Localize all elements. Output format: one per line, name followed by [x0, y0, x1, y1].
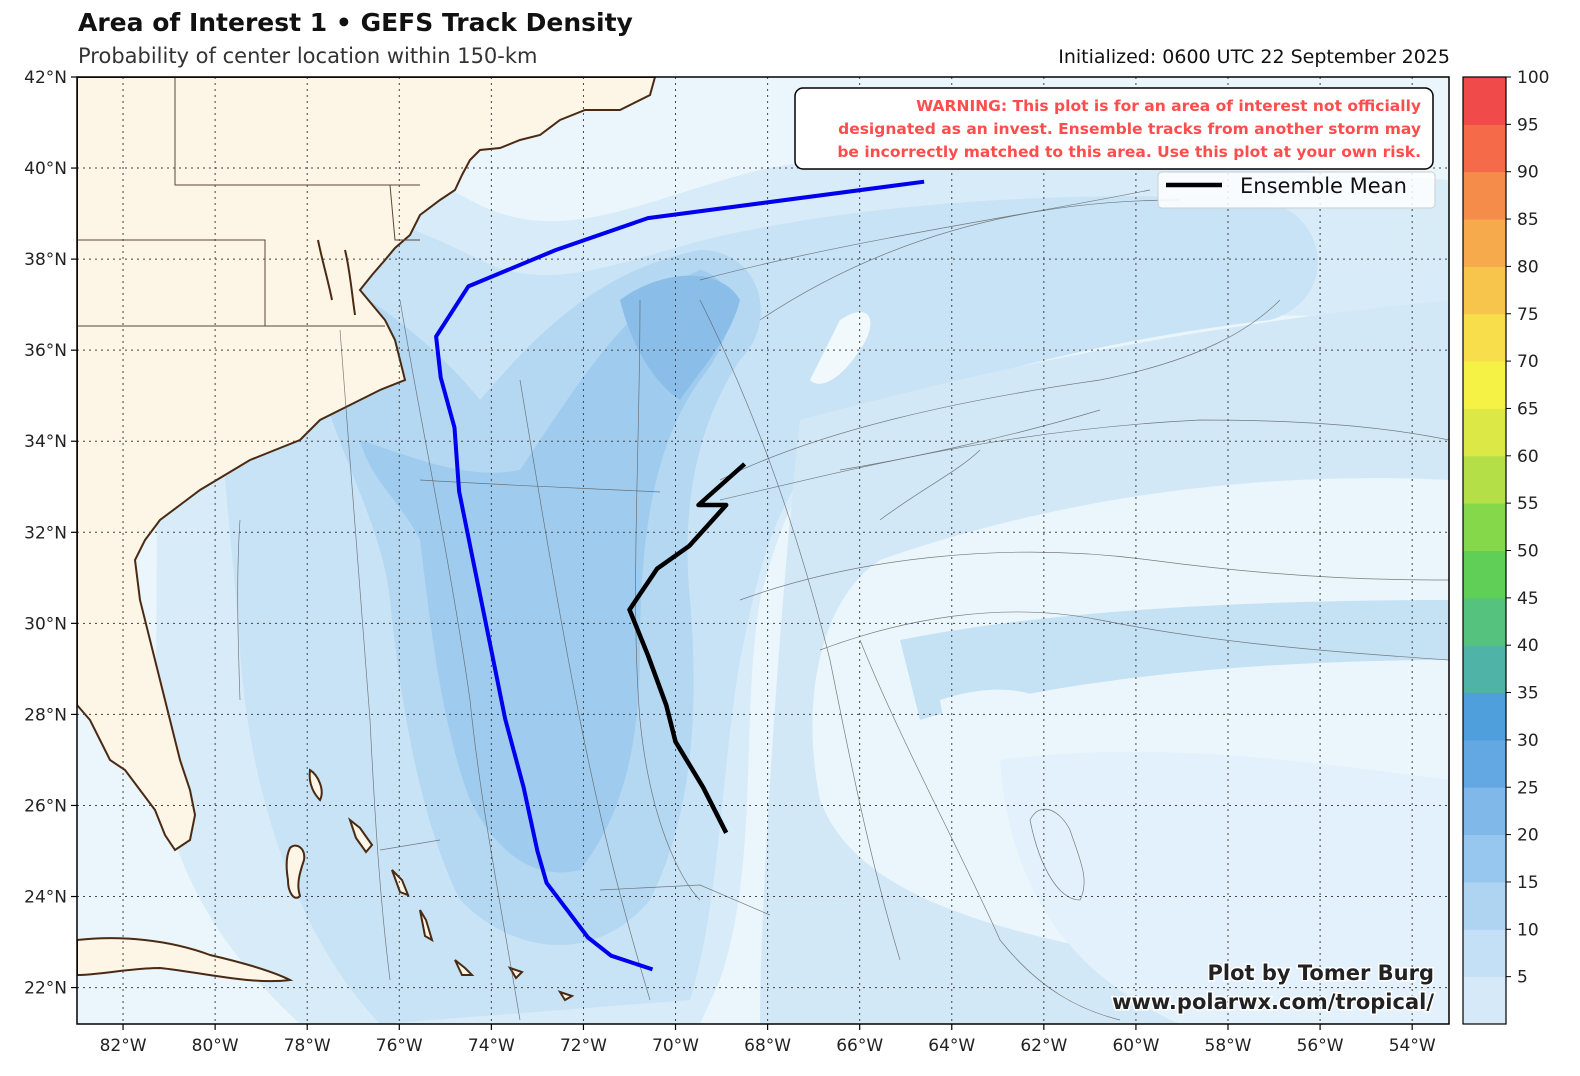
colorbar-segment — [1463, 929, 1506, 978]
ensemble-mean-track — [627, 462, 747, 834]
lon-tick-label: 76°W — [376, 1036, 423, 1056]
colorbar-segment — [1463, 881, 1506, 930]
colorbar-segment — [1463, 976, 1506, 1025]
colorbar-segment — [1463, 503, 1506, 551]
credit-author: Plot by Tomer Burg — [1208, 961, 1435, 985]
colorbar-segment — [1463, 124, 1506, 173]
colorbar-segment — [1463, 361, 1506, 409]
colorbar-tick-label: 5 — [1517, 968, 1528, 988]
colorbar-tick-label: 25 — [1517, 778, 1539, 798]
colorbar-tick-label: 20 — [1517, 826, 1539, 846]
lon-tick-label: 68°W — [744, 1036, 791, 1056]
colorbar-segment — [1463, 455, 1506, 504]
colorbar-segment — [1463, 645, 1506, 694]
colorbar-tick-label: 55 — [1517, 494, 1539, 514]
colorbar-segment — [1463, 787, 1506, 836]
lat-tick-label: 34°N — [24, 432, 67, 452]
map-frame — [76, 76, 1450, 1025]
colorbar-tick-label: 10 — [1517, 920, 1539, 940]
colorbar-segment — [1463, 408, 1506, 457]
longitude-axis: 82°W 80°W 78°W 76°W 74°W 72°W 70°W 68°W 66°W 64°W… — [100, 1024, 1436, 1056]
colorbar-segment — [1463, 77, 1506, 125]
lon-tick-label: 70°W — [652, 1036, 699, 1056]
colorbar-tick-label: 35 — [1517, 684, 1539, 704]
land-masses — [77, 77, 657, 1002]
colorbar-tick-label: 80 — [1517, 257, 1539, 277]
warning-line-2: designated as an invest. Ensemble tracks… — [838, 120, 1421, 138]
lon-tick-label: 56°W — [1297, 1036, 1344, 1056]
lon-tick-label: 58°W — [1205, 1036, 1252, 1056]
lat-tick-label: 28°N — [24, 705, 67, 725]
lat-tick-label: 32°N — [24, 523, 67, 543]
warning-line-3: be incorrectly matched to this area. Use… — [837, 143, 1421, 161]
colorbar-tick-label: 90 — [1517, 163, 1539, 183]
colorbar-tick-label: 85 — [1517, 210, 1539, 230]
lon-tick-label: 74°W — [468, 1036, 515, 1056]
colorbar-segment — [1463, 739, 1506, 788]
colorbar-tick-label: 15 — [1517, 873, 1539, 893]
lat-tick-label: 22°N — [24, 979, 67, 999]
track-density-shading — [154, 151, 1449, 1024]
lon-tick-label: 72°W — [560, 1036, 607, 1056]
lat-tick-label: 36°N — [24, 341, 67, 361]
colorbar-segment — [1463, 692, 1506, 741]
credit-url: www.polarwx.com/tropical/ — [1112, 990, 1434, 1014]
highlighted-member-track — [434, 179, 925, 972]
colorbar-segment — [1463, 219, 1506, 267]
colorbar-segment — [1463, 597, 1506, 646]
lat-tick-label: 30°N — [24, 614, 67, 634]
lon-tick-label: 54°W — [1389, 1036, 1436, 1056]
lon-tick-label: 64°W — [928, 1036, 975, 1056]
colorbar-tick-label: 30 — [1517, 731, 1539, 751]
lon-tick-label: 78°W — [284, 1036, 331, 1056]
initialized-time: Initialized: 0600 UTC 22 September 2025 — [1058, 46, 1450, 68]
colorbar: 5 10 15 20 25 30 35 40 45 50 55 60 65 70 75 80 85 90 95 100 — [1462, 68, 1549, 1025]
lon-tick-label: 62°W — [1020, 1036, 1067, 1056]
colorbar-tick-label: 65 — [1517, 399, 1539, 419]
colorbar-tick-label: 70 — [1517, 352, 1539, 372]
lon-tick-label: 82°W — [100, 1036, 147, 1056]
colorbar-segment — [1463, 171, 1506, 220]
lat-tick-label: 24°N — [24, 888, 67, 908]
warning-line-1: WARNING: This plot is for an area of int… — [916, 97, 1421, 115]
lon-tick-label: 66°W — [836, 1036, 883, 1056]
ensemble-member-tracks — [237, 189, 1449, 1021]
colorbar-tick-label: 60 — [1517, 447, 1539, 467]
colorbar-tick-label: 40 — [1517, 636, 1539, 656]
warning-box: WARNING: This plot is for an area of int… — [794, 87, 1434, 170]
colorbar-segment — [1463, 834, 1506, 883]
colorbar-tick-label: 45 — [1517, 589, 1539, 609]
plot-subtitle: Probability of center location within 15… — [78, 44, 538, 68]
lat-lon-gridlines — [77, 77, 1449, 1024]
colorbar-segment — [1463, 550, 1506, 599]
colorbar-tick-label: 95 — [1517, 115, 1539, 135]
lat-tick-label: 42°N — [24, 68, 67, 88]
colorbar-tick-label: 75 — [1517, 305, 1539, 325]
lat-tick-label: 26°N — [24, 796, 67, 816]
legend-label: Ensemble Mean — [1240, 174, 1407, 198]
colorbar-tick-label: 100 — [1517, 68, 1549, 88]
legend: Ensemble Mean — [1157, 171, 1436, 209]
lon-tick-label: 80°W — [192, 1036, 239, 1056]
colorbar-segment — [1463, 266, 1506, 315]
lat-tick-label: 40°N — [24, 159, 67, 179]
colorbar-tick-label: 50 — [1517, 542, 1539, 562]
plot-title: Area of Interest 1 • GEFS Track Density — [78, 8, 633, 37]
latitude-axis: 22°N 24°N 26°N 28°N 30°N 32°N 34°N 36°N 38°N 40°N… — [24, 68, 77, 999]
colorbar-segment — [1463, 313, 1506, 362]
lat-tick-label: 38°N — [24, 250, 67, 270]
lon-tick-label: 60°W — [1112, 1036, 1159, 1056]
